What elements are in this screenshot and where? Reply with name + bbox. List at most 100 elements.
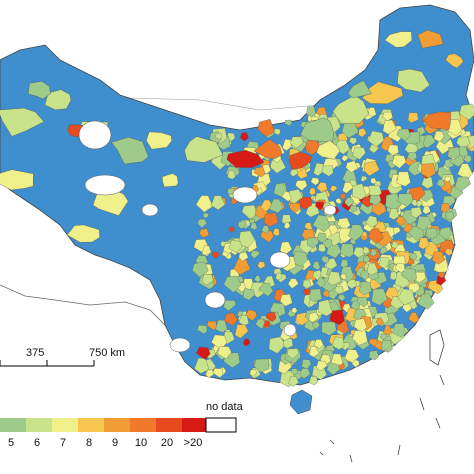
region-patch (342, 182, 354, 194)
region-patch (289, 203, 301, 214)
region-patch (463, 154, 472, 163)
region-patch (27, 81, 51, 100)
region-patch (223, 300, 237, 311)
region-patch (223, 312, 238, 326)
region-patch (337, 294, 346, 302)
region-patch (254, 358, 270, 373)
region-patch (265, 312, 277, 322)
region-patch (295, 180, 308, 191)
region-patch (312, 261, 321, 270)
region-patch (284, 119, 292, 126)
region-patch (234, 324, 249, 339)
region-patch (416, 215, 432, 231)
region-patch (380, 333, 388, 341)
region-patch (345, 160, 359, 173)
legend-label: 9 (111, 437, 119, 449)
region-patch (239, 132, 249, 142)
scale-label-375: 375 (26, 347, 45, 359)
region-patch (420, 163, 436, 178)
region-patch (254, 275, 261, 283)
region-patch (431, 251, 445, 265)
region-patch (288, 376, 299, 387)
region-patch (384, 31, 413, 48)
region-patch (352, 329, 368, 346)
region-patch (263, 320, 271, 329)
region-patch (340, 243, 354, 258)
no-data-region (323, 204, 337, 216)
region-patch (362, 246, 370, 255)
region-patch (241, 204, 257, 220)
region-patch (257, 119, 275, 137)
region-patch (279, 241, 293, 255)
region-patch (245, 309, 258, 322)
scale-bar (0, 360, 95, 367)
small-islands (319, 374, 445, 463)
region-patch (202, 212, 209, 219)
taiwan-island (429, 329, 445, 366)
legend-label: 10 (134, 437, 148, 449)
region-patches (0, 29, 474, 388)
region-patch (326, 362, 340, 376)
region-patch (66, 224, 100, 243)
legend-swatch (156, 418, 182, 432)
region-patch (401, 267, 417, 283)
region-patch (260, 230, 274, 243)
legend-label: 8 (85, 437, 93, 449)
region-patch (313, 339, 324, 349)
region-patch (249, 369, 258, 377)
region-patch (366, 262, 379, 276)
region-patch (278, 361, 292, 375)
region-patch (459, 103, 474, 121)
region-patch (217, 346, 232, 360)
region-patch (312, 214, 331, 233)
region-patch (371, 288, 388, 306)
legend-swatch (0, 418, 26, 432)
region-patch (242, 288, 255, 301)
region-patch (421, 176, 434, 189)
region-patch (292, 251, 308, 267)
region-patch (402, 303, 412, 313)
region-patch (394, 262, 405, 273)
region-patch (341, 154, 349, 162)
region-patch (298, 196, 312, 210)
region-patch (279, 293, 293, 307)
region-patch (356, 296, 369, 308)
region-patch (263, 212, 279, 227)
region-patch (435, 137, 454, 155)
region-patch (283, 222, 291, 229)
region-patch (340, 273, 347, 280)
region-patch (301, 359, 312, 370)
region-patch (253, 139, 283, 160)
region-patch (383, 325, 393, 336)
region-patch (205, 369, 215, 378)
legend-label: 5 (7, 437, 15, 449)
region-patch (348, 224, 365, 242)
region-patch (445, 53, 464, 69)
region-patch (233, 257, 251, 275)
region-patch (369, 194, 382, 206)
region-patch (425, 227, 438, 240)
region-patch (227, 188, 235, 196)
region-patch (349, 204, 358, 213)
legend-swatch (104, 418, 130, 432)
no-data-region (84, 174, 126, 196)
region-patch (380, 339, 393, 353)
region-patch (281, 191, 292, 202)
region-patch (306, 106, 317, 117)
region-patch (325, 257, 338, 271)
region-patch (308, 346, 320, 358)
region-patch (111, 136, 149, 165)
no-data-label: no data (206, 401, 243, 413)
region-patch (201, 273, 214, 286)
region-patch (397, 288, 415, 306)
region-patch (331, 336, 345, 350)
region-patch (391, 154, 407, 169)
region-patch (0, 107, 45, 137)
region-patch (408, 186, 426, 203)
no-data-region (169, 337, 191, 353)
legend-label: 20 (160, 437, 174, 449)
region-patch (287, 278, 299, 289)
region-patch (351, 359, 360, 368)
region-patch (438, 271, 446, 279)
region-patch (223, 276, 242, 293)
